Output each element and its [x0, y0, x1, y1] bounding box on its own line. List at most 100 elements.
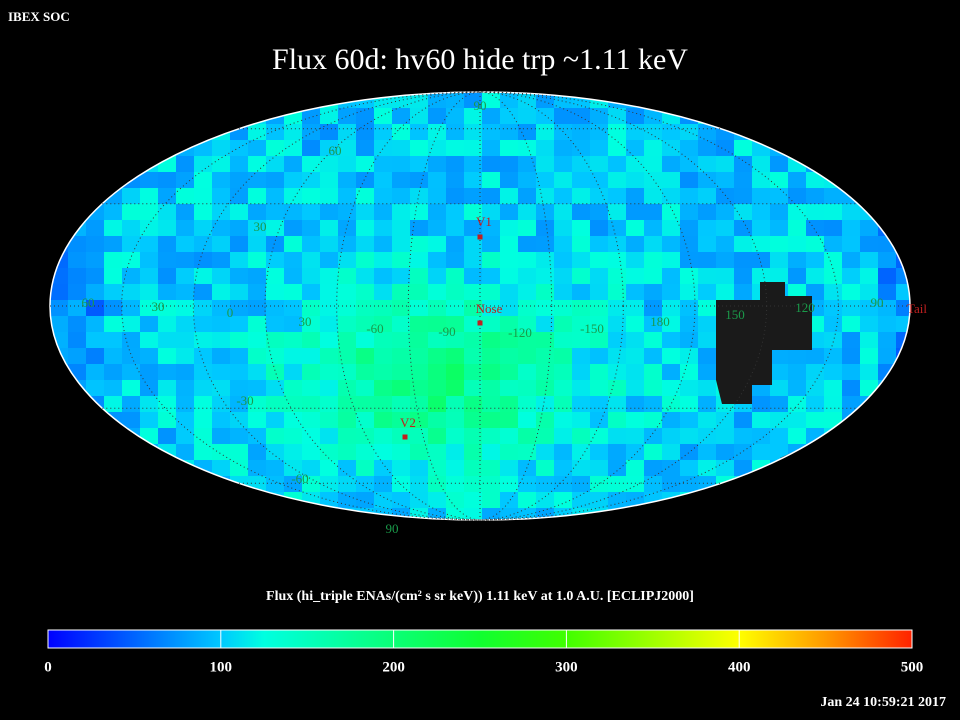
sky-pixel: [356, 380, 374, 396]
sky-pixel: [500, 380, 518, 396]
sky-pixel: [878, 380, 896, 396]
colorbar-tick-label: 100: [210, 659, 233, 675]
sky-pixel: [896, 364, 910, 380]
sky-pixel: [140, 348, 158, 364]
sky-pixel: [50, 396, 68, 412]
sky-pixel: [356, 252, 374, 268]
sky-pixel: [806, 492, 824, 508]
sky-pixel: [176, 348, 194, 364]
longitude-label: 120: [795, 300, 815, 315]
sky-pixel: [50, 252, 68, 268]
sky-pixel: [518, 108, 536, 124]
sky-pixel: [86, 220, 104, 236]
sky-pixel: [158, 284, 176, 300]
sky-pixel: [842, 140, 860, 156]
sky-pixel: [518, 412, 536, 428]
sky-pixel: [572, 476, 590, 492]
sky-pixel: [104, 316, 122, 332]
sky-pixel: [734, 108, 752, 124]
sky-pixel: [140, 268, 158, 284]
sky-pixel: [824, 492, 842, 508]
sky-pixel: [68, 396, 86, 412]
sky-pixel: [680, 284, 698, 300]
sky-pixel: [716, 412, 734, 428]
sky-pixel: [86, 412, 104, 428]
sky-pixel: [464, 252, 482, 268]
sky-pixel: [392, 284, 410, 300]
sky-pixel: [752, 140, 770, 156]
sky-pixel: [284, 476, 302, 492]
sky-pixel: [878, 252, 896, 268]
sky-pixel: [176, 204, 194, 220]
sky-pixel: [338, 492, 356, 508]
sky-pixel: [590, 172, 608, 188]
sky-pixel: [212, 428, 230, 444]
sky-pixel: [752, 252, 770, 268]
sky-pixel: [230, 316, 248, 332]
sky-pixel: [464, 348, 482, 364]
sky-pixel: [644, 108, 662, 124]
sky-pixel: [410, 428, 428, 444]
sky-pixel: [338, 460, 356, 476]
sky-pixel: [410, 476, 428, 492]
sky-pixel: [500, 444, 518, 460]
sky-pixel: [428, 444, 446, 460]
sky-pixel: [50, 284, 68, 300]
sky-pixel: [734, 460, 752, 476]
sky-pixel: [176, 188, 194, 204]
sky-pixel: [842, 124, 860, 140]
sky-pixel: [446, 156, 464, 172]
sky-pixel: [392, 172, 410, 188]
colorbar-tick-label: 400: [728, 659, 751, 675]
sky-pixel: [536, 444, 554, 460]
sky-pixel: [122, 476, 140, 492]
sky-pixel: [446, 412, 464, 428]
sky-pixel: [482, 284, 500, 300]
sky-pixel: [644, 236, 662, 252]
sky-pixel: [842, 172, 860, 188]
sky-pixel: [824, 348, 842, 364]
sky-pixel: [86, 476, 104, 492]
sky-pixel: [140, 428, 158, 444]
sky-pixel: [878, 92, 896, 108]
sky-pixel: [608, 220, 626, 236]
sky-pixel: [806, 220, 824, 236]
sky-pixel: [194, 188, 212, 204]
sky-pixel: [680, 348, 698, 364]
sky-pixel: [680, 316, 698, 332]
sky-pixel: [212, 332, 230, 348]
sky-pixel: [284, 412, 302, 428]
sky-pixel: [104, 476, 122, 492]
sky-pixel: [896, 108, 910, 124]
sky-pixel: [410, 460, 428, 476]
sky-pixel: [284, 108, 302, 124]
sky-pixel: [302, 124, 320, 140]
sky-pixel: [536, 124, 554, 140]
sky-pixel: [104, 444, 122, 460]
sky-pixel: [590, 380, 608, 396]
sky-pixel: [662, 348, 680, 364]
sky-pixel: [68, 252, 86, 268]
colorbar-tick-label: 300: [555, 659, 578, 675]
longitude-label: 150: [725, 307, 745, 322]
sky-pixel: [140, 332, 158, 348]
sky-pixel: [662, 476, 680, 492]
sky-pixel: [266, 380, 284, 396]
sky-pixel: [320, 508, 338, 520]
sky-pixel: [230, 268, 248, 284]
sky-pixel: [770, 492, 788, 508]
marker-dot: [477, 234, 483, 240]
sky-pixel: [878, 300, 896, 316]
sky-pixel: [608, 92, 626, 108]
sky-pixel: [842, 316, 860, 332]
sky-pixel: [878, 348, 896, 364]
sky-pixel: [176, 508, 194, 520]
sky-pixel: [338, 156, 356, 172]
sky-pixel: [860, 108, 878, 124]
sky-pixel: [86, 268, 104, 284]
sky-pixel: [518, 204, 536, 220]
sky-pixel: [374, 492, 392, 508]
sky-pixel: [446, 108, 464, 124]
sky-pixel: [626, 188, 644, 204]
sky-pixel: [356, 220, 374, 236]
